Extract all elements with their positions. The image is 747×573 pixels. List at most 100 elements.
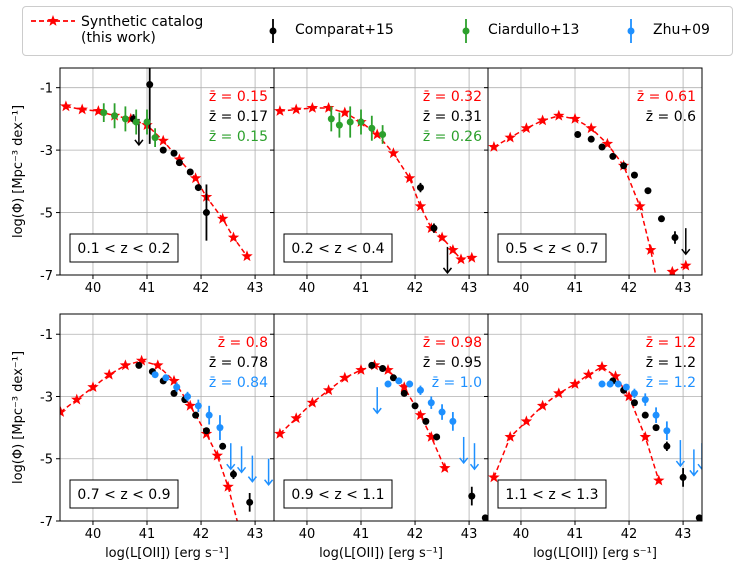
redshift-label: z̄ = 0.95 <box>423 355 482 371</box>
z-range-box <box>69 479 179 509</box>
model-point <box>76 103 88 115</box>
redshift-label: z̄ = 0.84 <box>209 375 268 391</box>
model-point <box>382 364 394 375</box>
z-range-label: 0.1 < z < 0.2 <box>77 241 170 257</box>
model-point <box>290 412 302 424</box>
y-tick-label: -5 <box>40 453 53 468</box>
model-point <box>436 231 448 243</box>
model-point <box>322 102 335 113</box>
upper-limit-arrow <box>226 463 236 471</box>
data-point <box>111 112 119 120</box>
data-point <box>202 209 210 217</box>
model-point <box>569 112 581 124</box>
data-point <box>406 380 414 388</box>
panel: 40 41 42 43 -1 -3 -5 -7 z̄ = 0.8 z̄ = 0.78 z̄ = 0.… <box>11 313 275 561</box>
model-point <box>425 431 437 442</box>
x-tick-label: 43 <box>675 527 692 542</box>
legend-label: Ciardullo+13 <box>488 22 580 38</box>
model-point <box>184 399 196 411</box>
model-point <box>135 354 148 366</box>
data-point <box>609 152 617 160</box>
model-point <box>553 109 565 121</box>
redshift-label: z̄ = 0.61 <box>637 89 696 105</box>
data-point <box>216 424 224 432</box>
data-point <box>186 168 194 176</box>
data-point <box>481 514 488 521</box>
y-axis-label: log(Φ) [Mpc⁻³ dex⁻¹] <box>11 105 26 238</box>
model-point <box>387 147 400 159</box>
data-point <box>641 411 649 419</box>
model-point <box>488 471 500 483</box>
data-point <box>151 134 159 142</box>
x-tick-label: 41 <box>567 527 584 542</box>
panel-frame <box>487 67 703 276</box>
data-point <box>598 380 606 388</box>
x-tick-label: 42 <box>407 281 424 296</box>
data-point <box>622 383 630 391</box>
data-point <box>229 470 237 478</box>
upper-limit-arrow <box>675 460 685 468</box>
model-point <box>189 172 202 184</box>
data <box>274 359 488 521</box>
y-tick-label: -7 <box>40 269 53 284</box>
redshift-label: z̄ = 0.8 <box>218 335 268 351</box>
data-point <box>614 380 622 388</box>
data-point <box>175 159 183 167</box>
model-point <box>639 431 651 442</box>
x-tick-label: 40 <box>85 281 102 296</box>
model-point <box>274 427 286 439</box>
model-point <box>455 253 467 265</box>
upper-limit-arrow <box>264 479 274 486</box>
model-point <box>609 370 622 382</box>
redshift-label: z̄ = 0.32 <box>423 89 482 105</box>
legend-label: Synthetic catalog (this work) <box>81 14 204 46</box>
y-tick-label: -1 <box>40 328 53 343</box>
z-range-label: 0.2 < z < 0.4 <box>291 241 384 257</box>
data-point <box>143 118 151 126</box>
model-point <box>274 105 286 116</box>
data-point <box>657 215 665 223</box>
model-point <box>601 137 614 149</box>
z-range-label: 0.5 < z < 0.7 <box>505 241 598 257</box>
x-tick-label: 42 <box>193 281 210 296</box>
x-tick-label: 41 <box>353 527 370 542</box>
model-point <box>322 384 335 396</box>
x-tick-label: 40 <box>299 527 316 542</box>
model-point <box>585 122 597 134</box>
data-point <box>170 389 178 397</box>
redshift-label: z̄ = 0.15 <box>209 89 268 105</box>
data-point <box>449 417 457 425</box>
y-tick-label: -1 <box>40 82 53 97</box>
redshift-label: z̄ = 0.26 <box>423 129 482 145</box>
z-range-box <box>497 233 607 263</box>
data-point <box>620 162 628 170</box>
model-point <box>217 212 229 224</box>
data-point <box>400 389 408 397</box>
data-point <box>433 433 441 441</box>
data-point <box>587 135 595 143</box>
data-point <box>335 121 343 129</box>
data-point <box>641 396 649 404</box>
model-point <box>666 265 678 275</box>
data-point <box>246 498 254 506</box>
z-range-label: 0.9 < z < 1.1 <box>291 487 384 503</box>
model-point <box>536 399 549 411</box>
model-point <box>157 134 169 146</box>
model-point <box>582 368 595 380</box>
y-tick-label: -5 <box>40 207 53 222</box>
data-point <box>395 377 403 385</box>
data-point <box>151 371 159 379</box>
model-point <box>680 259 692 271</box>
x-tick-label: 41 <box>567 281 584 296</box>
panel: 40 41 42 43 z̄ = 0.61 z̄ = 0.6 0.5 < z < 0.7 <box>484 67 703 296</box>
redshift-label: z̄ = 0.31 <box>423 109 482 125</box>
upper-limit-arrow <box>459 457 469 465</box>
data-point <box>630 171 638 179</box>
model-point <box>152 359 164 371</box>
data-point <box>194 402 202 410</box>
z-range-box <box>283 233 393 263</box>
data-point <box>679 473 687 481</box>
data-point <box>135 361 143 369</box>
data-point <box>146 81 154 89</box>
legend-markers <box>31 15 635 43</box>
